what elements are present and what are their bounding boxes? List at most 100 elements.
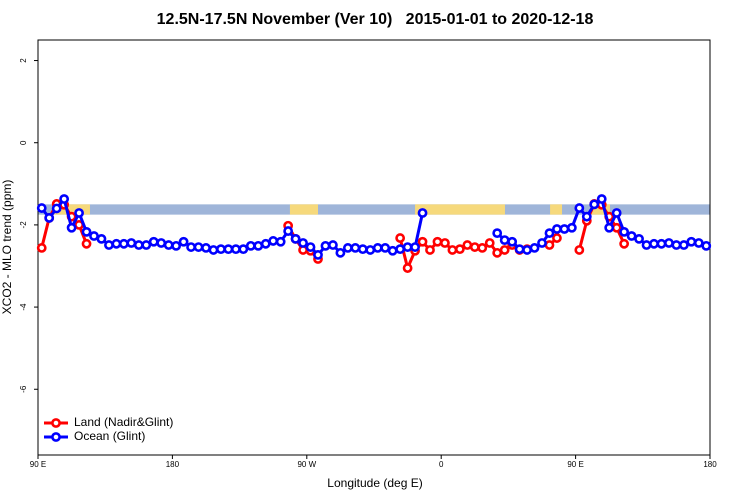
data-point	[686, 236, 697, 247]
data-point	[395, 244, 406, 255]
data-point	[223, 244, 234, 255]
data-point	[574, 203, 585, 213]
data-point	[402, 263, 413, 273]
y-tick-label: 2	[19, 58, 28, 63]
data-point	[507, 236, 518, 247]
x-axis-label: Longitude (deg E)	[327, 476, 422, 490]
data-point	[499, 235, 510, 246]
data-point	[51, 203, 62, 214]
data-point	[96, 233, 107, 244]
land-strip	[415, 204, 505, 215]
y-tick-label: -2	[19, 221, 28, 229]
data-point	[656, 238, 667, 249]
data-point	[328, 240, 338, 250]
y-tick-label: -6	[19, 385, 28, 393]
data-point	[440, 238, 450, 248]
data-point	[36, 203, 47, 213]
data-point	[619, 226, 630, 237]
data-point	[537, 238, 547, 248]
data-point	[163, 240, 174, 250]
ocean-strip	[38, 204, 710, 215]
legend-marker	[51, 432, 61, 442]
data-point	[126, 238, 137, 248]
data-point	[529, 243, 540, 253]
data-point	[156, 238, 167, 248]
data-point	[118, 238, 129, 249]
data-point	[201, 243, 211, 253]
data-point	[574, 245, 585, 255]
data-point	[342, 243, 353, 253]
data-point	[678, 240, 689, 250]
land-strip	[289, 204, 318, 215]
data-point	[701, 240, 712, 251]
data-point	[522, 245, 532, 255]
land-strip	[52, 204, 90, 215]
data-point	[552, 233, 562, 243]
data-point	[447, 245, 458, 255]
data-point	[469, 242, 480, 252]
data-point	[544, 240, 555, 250]
land-strip	[589, 204, 610, 215]
chart-title: 12.5N-17.5N November (Ver 10) 2015-01-01…	[157, 11, 594, 28]
land-strip	[550, 204, 563, 215]
data-point	[492, 228, 503, 239]
data-point	[372, 243, 383, 253]
data-point	[268, 236, 279, 246]
data-point	[417, 208, 428, 218]
data-point	[380, 243, 391, 253]
data-point	[387, 245, 398, 256]
data-point	[298, 238, 308, 248]
data-point	[335, 247, 346, 258]
data-point	[365, 245, 376, 255]
data-point	[283, 226, 294, 236]
x-tick-label: 180	[166, 460, 180, 469]
data-point	[133, 240, 144, 250]
data-point	[81, 226, 92, 237]
data-point	[290, 233, 301, 244]
data-point	[245, 240, 256, 251]
data-point	[634, 233, 644, 244]
data-point	[417, 236, 428, 247]
data-point	[626, 231, 637, 241]
data-point	[81, 238, 92, 249]
data-point	[104, 240, 114, 250]
data-point	[74, 208, 84, 218]
data-point	[186, 242, 196, 252]
x-tick-label: 0	[439, 460, 444, 469]
y-tick-label: -4	[19, 303, 28, 311]
data-point	[604, 222, 615, 233]
data-point	[619, 238, 630, 249]
x-tick-label: 180	[703, 460, 717, 469]
data-point	[559, 224, 570, 234]
x-tick-label: 90 E	[30, 460, 46, 469]
data-point	[275, 236, 286, 247]
data-point	[611, 208, 622, 218]
legend-label: Land (Nadir&Glint)	[74, 415, 173, 429]
data-point	[671, 240, 682, 250]
data-point	[89, 231, 99, 241]
data-point	[141, 240, 152, 250]
data-point	[313, 249, 323, 260]
data-point	[320, 240, 331, 251]
data-point	[581, 211, 592, 222]
data-point	[350, 243, 361, 253]
legend-marker	[51, 418, 61, 428]
data-point	[148, 236, 159, 247]
data-point	[395, 233, 406, 243]
data-point	[59, 194, 70, 204]
data-point	[171, 240, 182, 251]
y-axis-label: XCO2 - MLO trend (ppm)	[0, 180, 14, 315]
data-point	[596, 194, 607, 204]
data-point	[514, 244, 525, 255]
data-point	[305, 242, 316, 252]
data-point	[260, 238, 271, 249]
data-point	[216, 244, 226, 255]
data-point	[589, 199, 600, 210]
data-point	[664, 238, 674, 248]
data-point	[492, 247, 503, 258]
y-tick-label: 0	[19, 140, 28, 145]
x-tick-label: 90 E	[567, 460, 583, 469]
data-point	[208, 245, 219, 255]
data-point	[544, 228, 555, 239]
